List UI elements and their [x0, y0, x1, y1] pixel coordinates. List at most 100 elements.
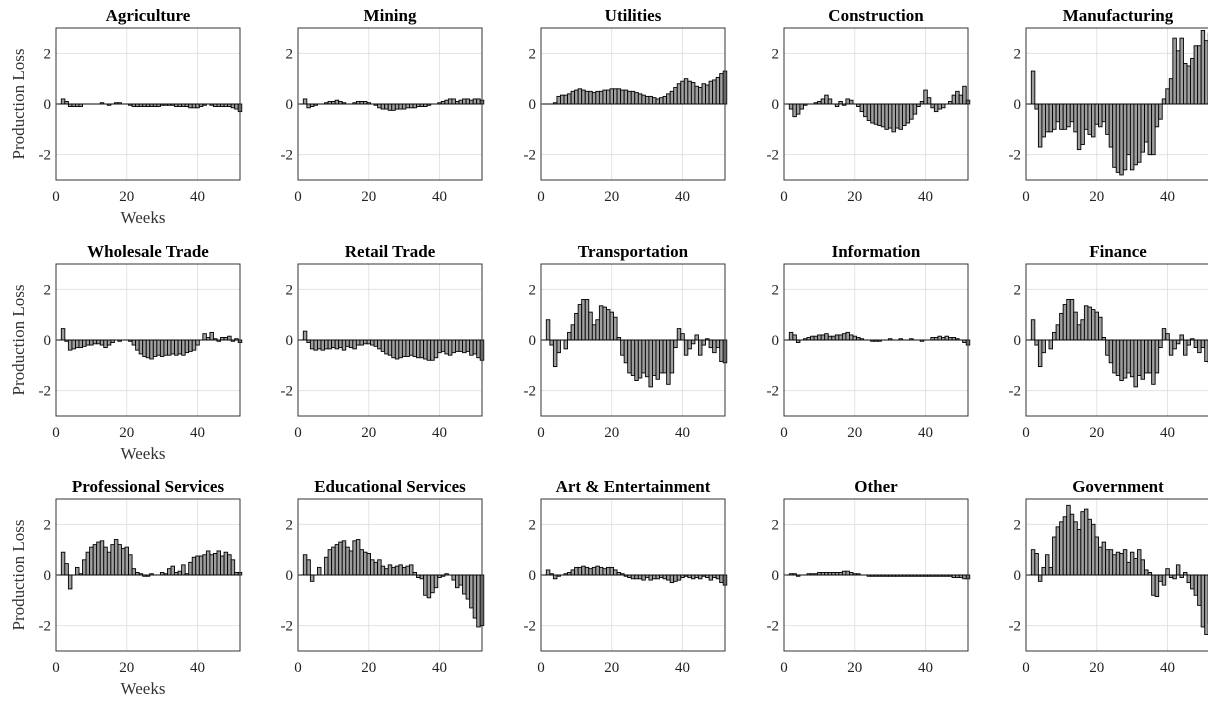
- bar: [1154, 103, 1160, 128]
- bar: [838, 334, 843, 341]
- x-tick-label: 40: [675, 660, 690, 676]
- bar: [1073, 521, 1078, 576]
- panel-title: Information: [832, 242, 921, 261]
- bar: [423, 574, 428, 596]
- bar: [891, 103, 896, 133]
- bar: [644, 339, 650, 378]
- bar: [476, 98, 481, 105]
- bar: [472, 98, 478, 105]
- bar: [380, 103, 386, 110]
- axes-frame: [1025, 498, 1208, 652]
- x-axis-label: Weeks: [121, 444, 166, 463]
- bar: [1172, 574, 1177, 580]
- bar: [577, 304, 583, 341]
- bar: [213, 553, 218, 576]
- bar: [937, 103, 942, 110]
- bar: [377, 559, 382, 576]
- bar: [1108, 339, 1114, 364]
- bar: [103, 546, 108, 576]
- bar: [338, 541, 343, 576]
- x-tick-label: 0: [1022, 425, 1030, 441]
- bar: [1129, 551, 1135, 576]
- bar: [96, 541, 101, 576]
- bar: [1076, 103, 1082, 151]
- bar: [324, 556, 329, 576]
- bar: [391, 339, 396, 359]
- bar: [1059, 312, 1064, 341]
- bar: [1115, 103, 1121, 173]
- bar: [799, 103, 804, 110]
- bar: [1172, 339, 1177, 350]
- x-tick-label: 0: [52, 189, 60, 205]
- bar: [469, 99, 474, 105]
- bar: [655, 574, 660, 580]
- bar: [788, 103, 794, 110]
- bar: [849, 99, 854, 105]
- bar: [1200, 574, 1206, 628]
- bar: [465, 98, 471, 105]
- bar: [641, 574, 646, 581]
- bar: [447, 98, 453, 105]
- bar: [170, 339, 175, 355]
- y-tick-label: 0: [286, 333, 294, 349]
- bar: [652, 97, 657, 105]
- axes-frame: [1025, 263, 1208, 417]
- axes-frame: [297, 498, 483, 652]
- x-tick-label: 40: [918, 660, 933, 676]
- bar: [370, 339, 375, 346]
- bar: [676, 83, 682, 105]
- bar: [230, 559, 236, 576]
- bar: [394, 339, 400, 360]
- bar: [444, 339, 449, 355]
- bar: [1144, 339, 1149, 374]
- bar: [451, 98, 456, 105]
- bar: [705, 84, 710, 105]
- bar: [644, 95, 650, 105]
- bar: [926, 97, 932, 105]
- bar: [795, 103, 801, 115]
- axes-frame: [540, 27, 726, 181]
- bar: [1083, 103, 1089, 130]
- y-tick-label: 2: [1014, 517, 1022, 533]
- y-tick-label: 0: [44, 568, 52, 584]
- bar: [1030, 319, 1036, 341]
- bar: [317, 339, 322, 350]
- bar: [1073, 311, 1078, 341]
- bar: [567, 93, 572, 105]
- bar: [676, 574, 682, 581]
- bar: [563, 339, 568, 350]
- bar: [880, 103, 886, 128]
- y-tick-label: 2: [44, 282, 52, 298]
- y-tick-label: 0: [44, 97, 52, 113]
- x-tick-label: 0: [1022, 660, 1030, 676]
- bar: [363, 339, 368, 345]
- panel-educational-services: 0 20 40 -2 0 2 Educational Services: [281, 477, 485, 676]
- y-tick-label: -2: [1009, 384, 1022, 400]
- bar: [216, 550, 221, 576]
- bar: [1052, 536, 1057, 576]
- x-tick-label: 40: [190, 189, 205, 205]
- bar: [370, 559, 375, 576]
- bar: [195, 555, 200, 576]
- x-tick-label: 20: [1089, 660, 1104, 676]
- bar: [1037, 574, 1043, 582]
- bar: [1119, 103, 1124, 176]
- bar: [937, 335, 942, 341]
- y-tick-label: -2: [281, 148, 294, 164]
- bar: [1193, 45, 1199, 105]
- x-axis-label: Weeks: [121, 208, 166, 227]
- bar: [1062, 516, 1068, 576]
- y-tick-label: 0: [1014, 97, 1022, 113]
- bar: [641, 339, 646, 374]
- bar: [673, 574, 678, 582]
- bar: [355, 539, 361, 576]
- bar: [574, 89, 579, 105]
- bar: [1076, 528, 1082, 576]
- bar: [598, 566, 604, 576]
- bar: [676, 328, 682, 341]
- bar: [694, 334, 699, 341]
- y-tick-label: 0: [44, 333, 52, 349]
- bar: [191, 339, 197, 351]
- axes-frame: [297, 263, 483, 417]
